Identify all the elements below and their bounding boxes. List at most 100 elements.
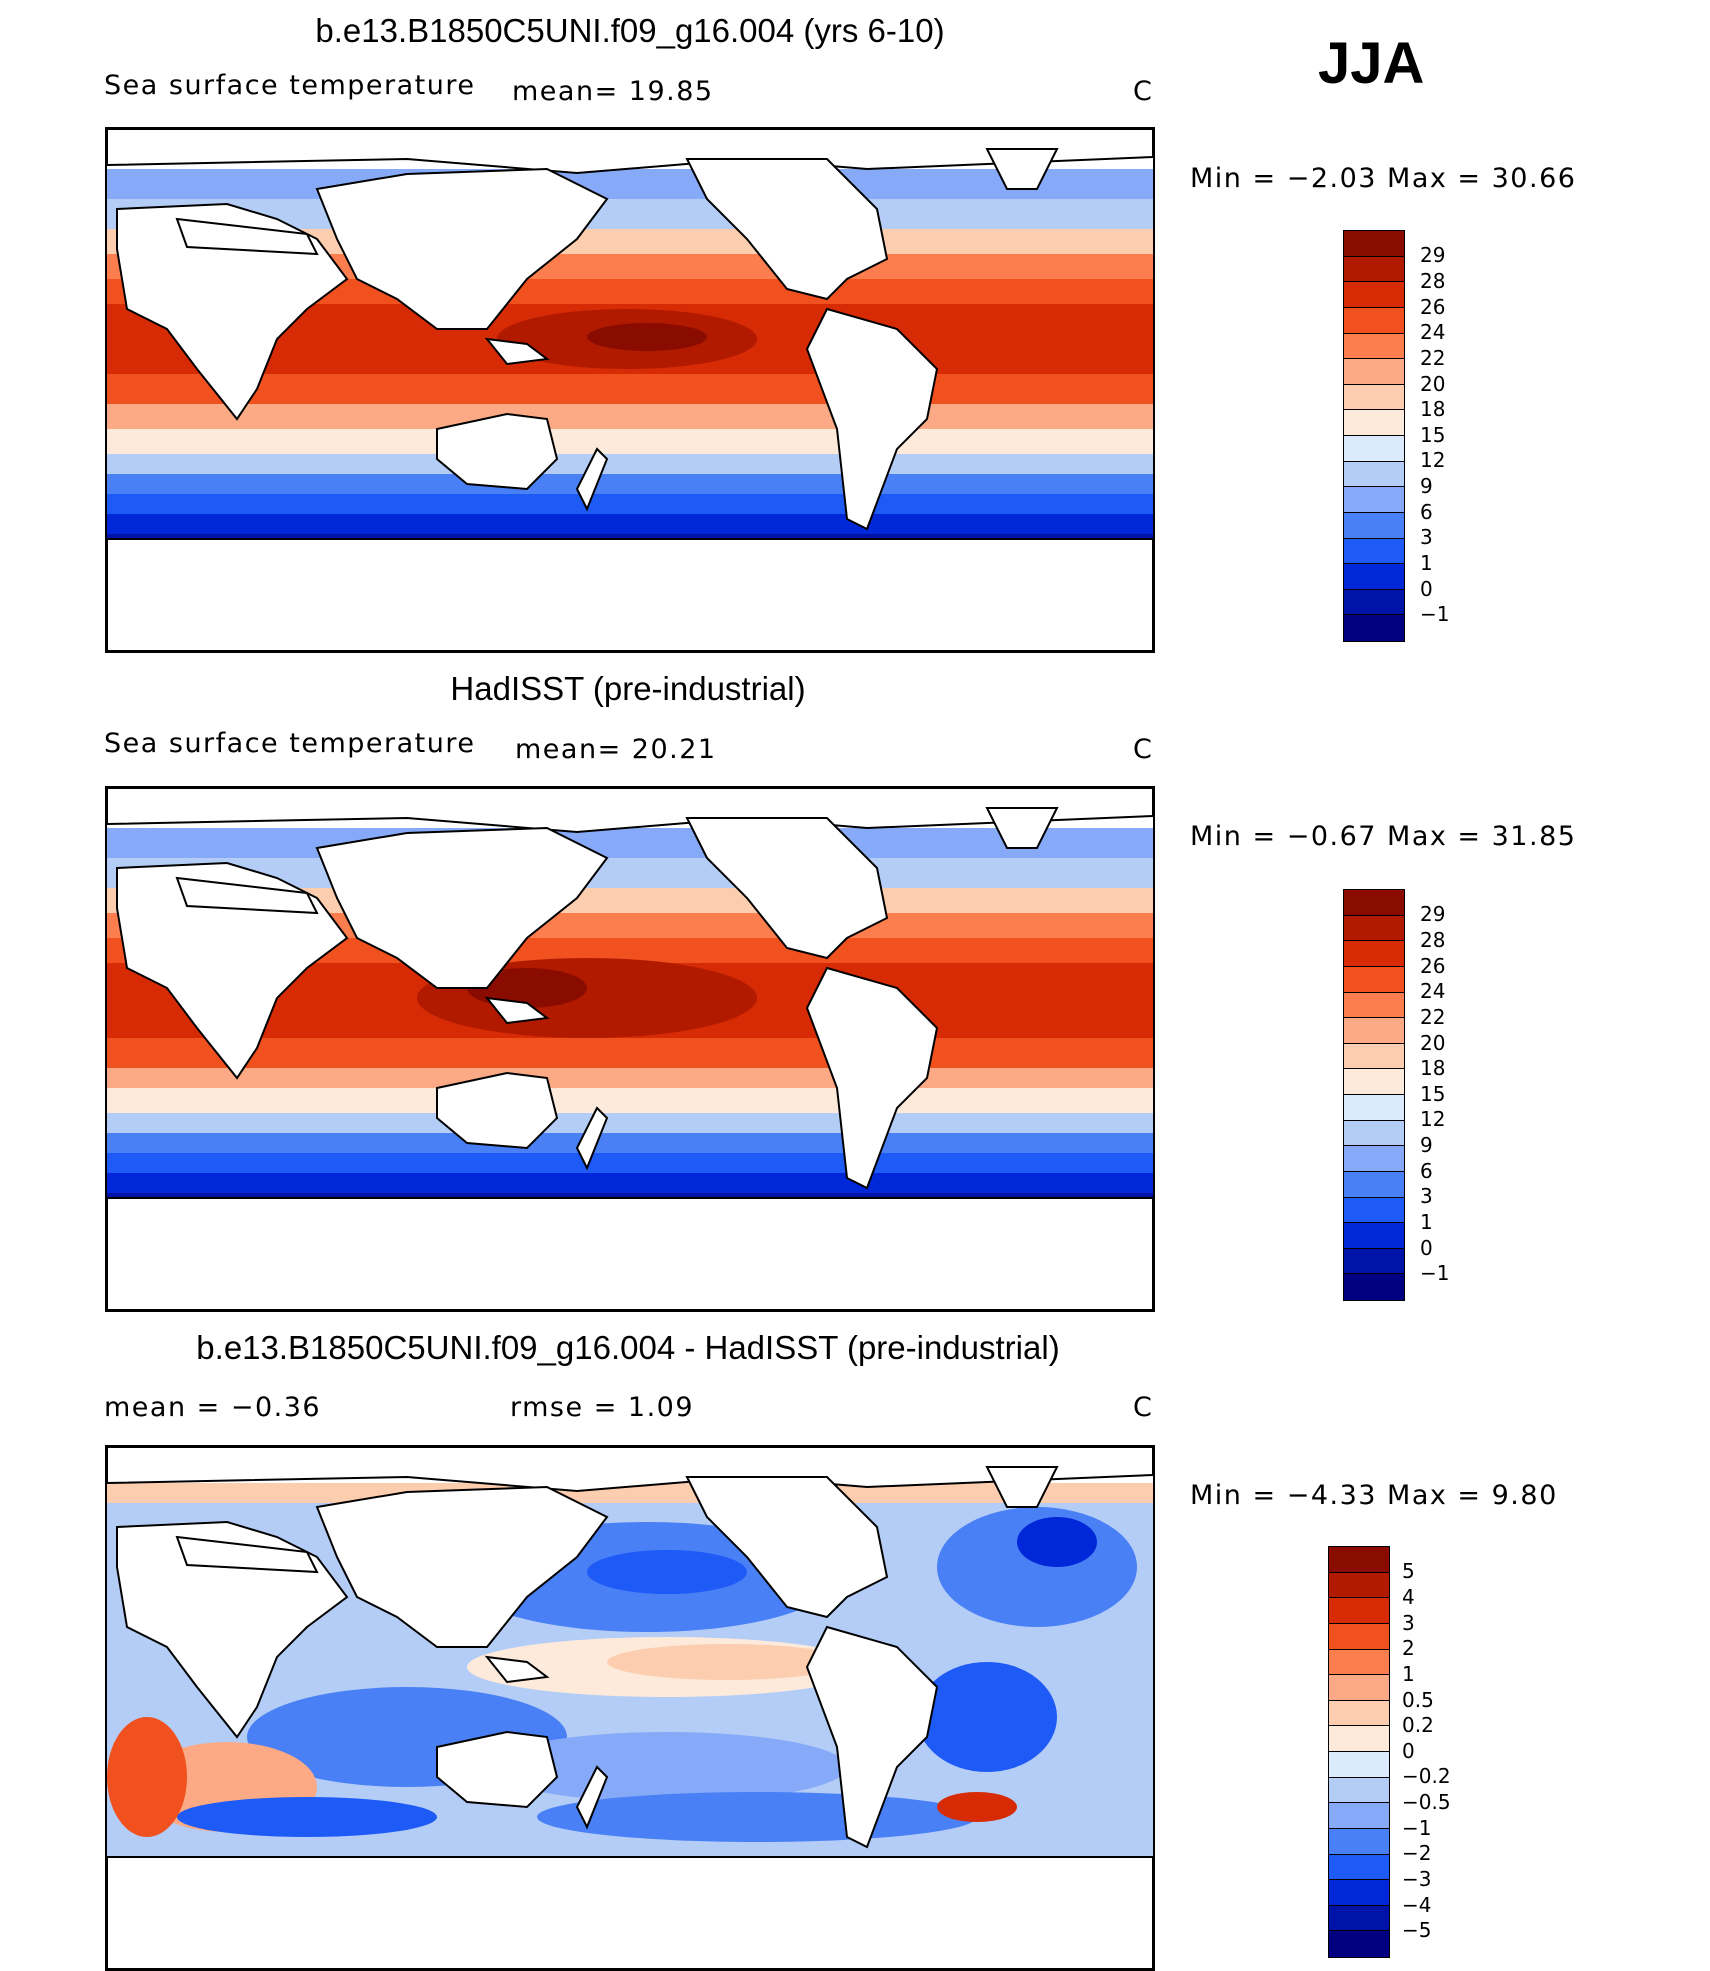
panel-1-colorbar-bin [1344,307,1404,334]
panel-1-colorbar-bin [1344,410,1404,436]
panel-2-colorbar-bin [1344,1197,1404,1224]
panel-3-colorbar-bin [1329,1726,1389,1752]
panel-2-title: HadISST (pre-industrial) [450,670,806,707]
panel-2-colorbar-label: 20 [1420,1031,1446,1055]
panel-1-colorbar-label: 29 [1420,243,1446,267]
panel-1-colorbar-bin [1344,615,1404,641]
panel-1-colorbar-label: −1 [1420,602,1450,626]
panel-1-colorbar-bin [1344,564,1404,590]
panel-3-rmse: rmse = 1.09 [510,1392,695,1423]
panel-1-colorbar-bin [1344,384,1404,411]
panel-2-colorbar-bin [1344,1069,1404,1095]
panel-3-colorbar-bin [1329,1931,1389,1957]
panel-1-map [105,127,1155,653]
panel-3-difference-field [107,1447,1153,1969]
panel-2-colorbar-bin [1344,1223,1404,1249]
panel-1-colorbar-bin [1344,256,1404,283]
panel-3-colorbar-label: −0.2 [1402,1764,1451,1788]
panel-1-colorbar-label: 26 [1420,295,1446,319]
panel-2-mean: mean= 20.21 [515,734,717,765]
panel-3-colorbar-bin [1329,1752,1389,1778]
panel-1-colorbar-label: 28 [1420,269,1446,293]
panel-2-field-label: Sea surface temperature [104,728,476,759]
panel-2-colorbar-bin [1344,1146,1404,1172]
panel-3-colorbar-bin [1329,1905,1389,1932]
panel-3-colorbar-label: 5 [1402,1559,1415,1583]
season-label: JJA [1318,31,1425,96]
panel-1-colorbar-label: 6 [1420,500,1433,524]
panel-1-colorbar [1343,230,1405,642]
panel-1-colorbar-bin [1344,436,1404,462]
panel-2-colorbar-label: 15 [1420,1082,1446,1106]
panel-1-colorbar-label: 1 [1420,551,1433,575]
panel-1-colorbar-label: 20 [1420,372,1446,396]
panel-1-colorbar-bin [1344,231,1404,257]
panel-2-colorbar-bin [1344,1095,1404,1121]
panel-2-minmax: Min = −0.67 Max = 31.85 [1190,821,1577,852]
panel-3-units: C [1133,1392,1154,1423]
panel-2-colorbar-bin [1344,1171,1404,1198]
panel-1-colorbar-label: 18 [1420,397,1446,421]
panel-2-colorbar-bin [1344,941,1404,967]
panel-2-colorbar-label: 9 [1420,1133,1433,1157]
panel-2-colorbar-label: 6 [1420,1159,1433,1183]
panel-3-colorbar-label: 3 [1402,1611,1415,1635]
panel-3-colorbar-label: −4 [1402,1893,1432,1917]
panel-2-colorbar-label: −1 [1420,1261,1450,1285]
panel-1-colorbar-label: 0 [1420,577,1433,601]
panel-2-colorbar-label: 0 [1420,1236,1433,1260]
panel-3-colorbar-label: 0.5 [1402,1688,1434,1712]
panel-1-colorbar-bin [1344,487,1404,513]
panel-3-minmax: Min = −4.33 Max = 9.80 [1190,1480,1558,1511]
panel-2-colorbar-label: 3 [1420,1184,1433,1208]
panel-2-sst-field [107,788,1153,1310]
panel-3-colorbar-label: 0.2 [1402,1713,1434,1737]
panel-2-colorbar-label: 18 [1420,1056,1446,1080]
panel-3-colorbar-bin [1329,1880,1389,1906]
panel-2-colorbar-bin [1344,1120,1404,1147]
panel-3-colorbar-label: −5 [1402,1918,1432,1942]
panel-3-colorbar-label: 1 [1402,1662,1415,1686]
panel-3-colorbar-bin [1329,1854,1389,1881]
panel-2-colorbar-bin [1344,1248,1404,1275]
panel-2-colorbar [1343,889,1405,1301]
panel-2-colorbar-bin [1344,890,1404,916]
panel-1-colorbar-bin [1344,589,1404,616]
panel-3-title: b.e13.B1850C5UNI.f09_g16.004 - HadISST (… [196,1329,1060,1366]
panel-1-colorbar-label: 3 [1420,525,1433,549]
panel-1-colorbar-bin [1344,359,1404,385]
panel-3-map [105,1445,1155,1971]
panel-3-colorbar-label: 2 [1402,1636,1415,1660]
panel-3-colorbar-bin [1329,1700,1389,1727]
panel-2-colorbar-bin [1344,966,1404,993]
panel-3-colorbar-label: −1 [1402,1816,1432,1840]
panel-2-colorbar-bin [1344,1018,1404,1044]
panel-3-colorbar [1328,1546,1390,1958]
panel-3-colorbar-bin [1329,1572,1389,1599]
panel-2-colorbar-label: 12 [1420,1107,1446,1131]
panel-1-sst-field [107,129,1153,651]
panel-1-field-label: Sea surface temperature [104,70,476,101]
panel-2-colorbar-bin [1344,992,1404,1019]
panel-3-colorbar-bin [1329,1547,1389,1573]
panel-3-colorbar-label: −2 [1402,1841,1432,1865]
panel-3-colorbar-bin [1329,1598,1389,1624]
panel-2-colorbar-label: 1 [1420,1210,1433,1234]
panel-2-units: C [1133,734,1154,765]
panel-2-colorbar-label: 26 [1420,954,1446,978]
panel-3-mean: mean = −0.36 [104,1392,322,1423]
panel-1-colorbar-bin [1344,333,1404,360]
panel-2-colorbar-bin [1344,1274,1404,1300]
panel-3-colorbar-label: 4 [1402,1585,1415,1609]
panel-2-colorbar-label: 29 [1420,902,1446,926]
panel-2-colorbar-label: 24 [1420,979,1446,1003]
panel-1-colorbar-label: 15 [1420,423,1446,447]
panel-1-title: b.e13.B1850C5UNI.f09_g16.004 (yrs 6-10) [315,12,945,49]
panel-1-colorbar-bin [1344,282,1404,308]
panel-1-units: C [1133,76,1154,107]
panel-2-colorbar-bin [1344,1043,1404,1070]
panel-3-colorbar-bin [1329,1803,1389,1829]
panel-3-colorbar-label: −3 [1402,1867,1432,1891]
panel-1-colorbar-label: 24 [1420,320,1446,344]
panel-1-colorbar-bin [1344,461,1404,488]
